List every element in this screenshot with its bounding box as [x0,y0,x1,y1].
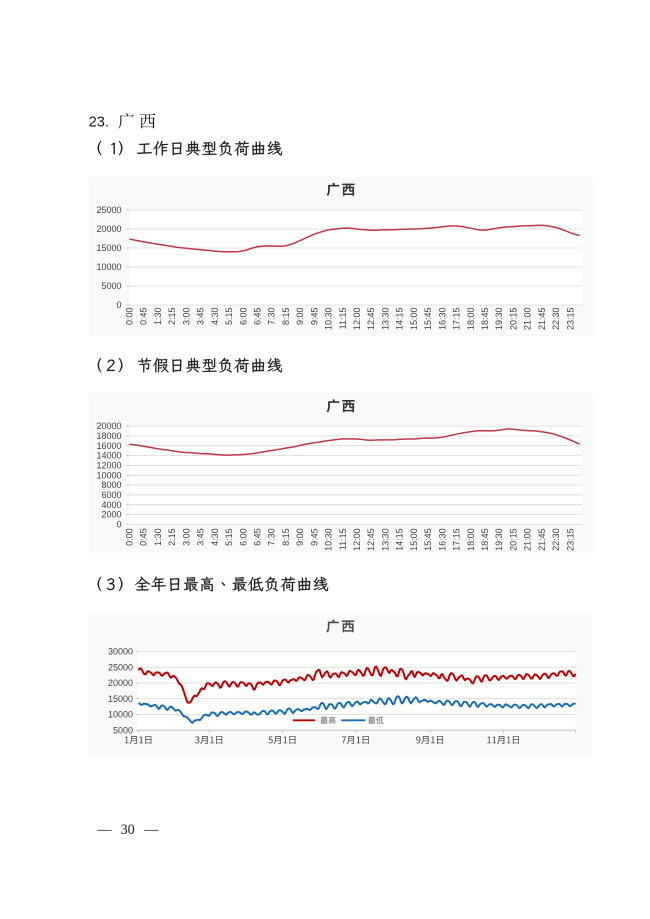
svg-text:16:30: 16:30 [437,308,447,331]
svg-text:15:00: 15:00 [409,528,419,551]
svg-text:9:45: 9:45 [309,528,319,546]
svg-text:20000: 20000 [108,678,133,688]
svg-text:19:30: 19:30 [494,528,504,551]
svg-text:12:00: 12:00 [352,308,362,331]
svg-text:20000: 20000 [96,224,121,234]
svg-text:0: 0 [116,519,121,529]
svg-text:17:15: 17:15 [452,308,462,331]
svg-text:10000: 10000 [96,262,121,272]
svg-text:25000: 25000 [108,662,133,672]
svg-text:1:30: 1:30 [153,528,163,546]
svg-text:9:45: 9:45 [309,308,319,326]
svg-text:2:15: 2:15 [167,308,177,326]
svg-text:25000: 25000 [96,205,121,215]
svg-text:6:00: 6:00 [238,528,248,546]
svg-text:23:15: 23:15 [565,308,575,331]
svg-text:21:45: 21:45 [537,308,547,331]
svg-text:22:30: 22:30 [551,528,561,551]
svg-text:14:15: 14:15 [395,308,405,331]
svg-text:5:15: 5:15 [224,308,234,326]
svg-text:7:30: 7:30 [267,308,277,326]
svg-text:20000: 20000 [96,421,121,431]
svg-text:16000: 16000 [96,441,121,451]
svg-text:19:30: 19:30 [494,308,504,331]
svg-text:3:00: 3:00 [181,308,191,326]
svg-text:9:00: 9:00 [295,308,305,326]
svg-text:0:00: 0:00 [125,308,135,326]
svg-text:17:15: 17:15 [452,528,462,551]
svg-text:8:15: 8:15 [281,528,291,546]
svg-text:13:30: 13:30 [381,528,391,551]
svg-text:10000: 10000 [96,470,121,480]
svg-text:10000: 10000 [108,710,133,720]
svg-text:10:30: 10:30 [324,528,334,551]
svg-text:8:15: 8:15 [281,308,291,326]
svg-text:3:45: 3:45 [196,308,206,326]
svg-text:0:45: 0:45 [139,308,149,326]
svg-text:3:00: 3:00 [181,528,191,546]
svg-text:15:45: 15:45 [423,308,433,331]
svg-text:23:15: 23:15 [565,528,575,551]
svg-text:12:45: 12:45 [366,528,376,551]
svg-text:18:45: 18:45 [480,528,490,551]
svg-text:1:30: 1:30 [153,308,163,326]
svg-text:30000: 30000 [108,647,133,657]
svg-text:10:30: 10:30 [324,308,334,331]
svg-text:18000: 18000 [96,431,121,441]
svg-text:18:45: 18:45 [480,308,490,331]
svg-text:4:30: 4:30 [210,308,220,326]
svg-text:22:30: 22:30 [551,308,561,331]
svg-text:12:00: 12:00 [352,528,362,551]
svg-text:15:45: 15:45 [423,528,433,551]
svg-text:15000: 15000 [108,694,133,704]
svg-text:20:15: 20:15 [508,528,518,551]
svg-text:5000: 5000 [101,281,121,291]
svg-text:6000: 6000 [101,490,121,500]
svg-text:15000: 15000 [96,243,121,253]
svg-text:21:00: 21:00 [523,308,533,331]
svg-text:16:30: 16:30 [437,528,447,551]
svg-text:11:15: 11:15 [338,528,348,550]
svg-text:2:15: 2:15 [167,528,177,546]
svg-text:0: 0 [116,300,121,310]
svg-text:6:00: 6:00 [238,308,248,326]
svg-text:23.: 23. [89,115,109,131]
svg-text:5000: 5000 [113,725,133,735]
svg-text:9:00: 9:00 [295,528,305,546]
svg-text:0:00: 0:00 [125,528,135,546]
svg-text:13:30: 13:30 [381,308,391,331]
svg-text:18:00: 18:00 [466,528,476,551]
svg-text:0:45: 0:45 [139,528,149,546]
svg-text:14000: 14000 [96,451,121,461]
svg-text:4:30: 4:30 [210,528,220,546]
svg-text:15:00: 15:00 [409,308,419,331]
svg-text:11:15: 11:15 [338,308,348,330]
svg-text:12000: 12000 [96,461,121,471]
svg-text:6:45: 6:45 [253,528,263,546]
svg-text:4000: 4000 [101,500,121,510]
svg-text:20:15: 20:15 [508,308,518,331]
svg-text:21:45: 21:45 [537,528,547,551]
svg-text:12:45: 12:45 [366,308,376,331]
svg-text:21:00: 21:00 [523,528,533,551]
svg-text:7:30: 7:30 [267,528,277,546]
svg-text:3:45: 3:45 [196,528,206,546]
svg-text:5:15: 5:15 [224,528,234,546]
svg-text:6:45: 6:45 [253,308,263,326]
svg-text:14:15: 14:15 [395,528,405,551]
svg-text:8000: 8000 [101,480,121,490]
svg-text:2000: 2000 [101,510,121,520]
svg-text:18:00: 18:00 [466,308,476,331]
